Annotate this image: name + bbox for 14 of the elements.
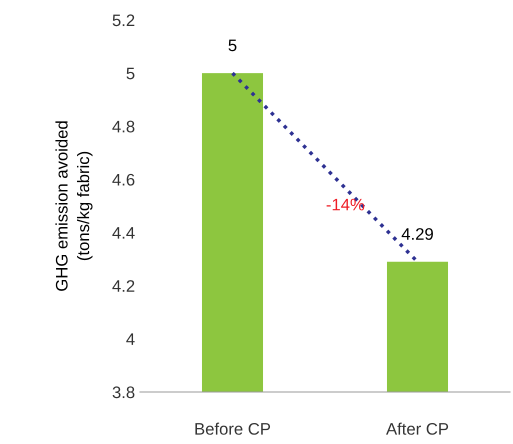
y-tick-label: 4.4: [112, 227, 135, 239]
y-tick-label: 4.6: [112, 174, 134, 186]
annotation: -14%: [326, 198, 364, 210]
y-tick-label: 4.8: [112, 120, 134, 132]
y-tick-label: 5.2: [112, 14, 134, 26]
data-label: 4.29: [402, 228, 433, 240]
y-tick-label: 4: [126, 333, 135, 345]
y-tick-label: 5: [126, 68, 134, 80]
x-tick-label: Before CP: [195, 422, 270, 435]
y-tick-label: 4.2: [112, 280, 134, 292]
x-tick-label: After CP: [386, 422, 448, 435]
y-tick-label: 3.8: [112, 386, 134, 398]
y-axis-title: GHG emission avoided (tons/kg fabric): [55, 121, 93, 291]
data-label: 5: [228, 40, 236, 52]
